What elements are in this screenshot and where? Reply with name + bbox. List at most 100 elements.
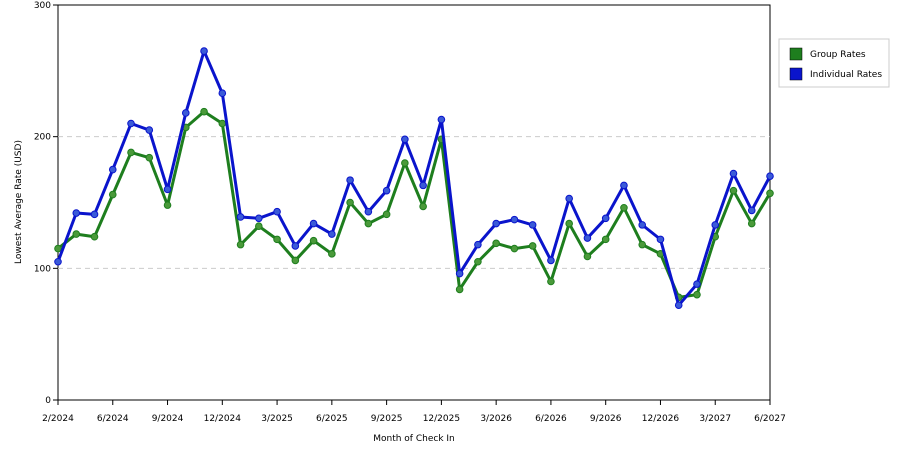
y-axis-label: Lowest Average Rate (USD) (14, 140, 24, 264)
point (346, 198, 354, 207)
x-tick-label: 6/2026 (535, 414, 567, 424)
point (401, 159, 409, 167)
point (236, 213, 245, 221)
x-tick-label: 12/2025 (423, 414, 460, 424)
point (583, 252, 592, 261)
point (510, 215, 519, 224)
point (693, 280, 701, 288)
point (54, 244, 62, 253)
point (528, 221, 537, 229)
x-tick-label: 3/2027 (699, 414, 731, 424)
point (309, 236, 318, 245)
point (656, 235, 665, 244)
point (510, 244, 519, 253)
point (547, 277, 555, 286)
point (273, 207, 281, 216)
x-tick-label: 3/2026 (480, 414, 512, 424)
point (474, 240, 482, 249)
point (255, 214, 263, 223)
x-tick-label: 9/2026 (590, 414, 622, 424)
point (528, 242, 537, 250)
point (364, 219, 373, 228)
point (492, 239, 500, 248)
point (163, 201, 172, 209)
point (163, 185, 172, 194)
point (90, 210, 99, 219)
point (236, 240, 245, 249)
point (547, 256, 555, 265)
point (364, 207, 373, 216)
point (328, 250, 336, 258)
point (766, 172, 774, 180)
legend-swatch (789, 47, 803, 61)
y-tick-label: 100 (34, 264, 51, 274)
point (565, 219, 573, 228)
point (200, 47, 208, 55)
point (382, 210, 391, 219)
point (145, 126, 154, 134)
point (729, 169, 738, 178)
point (255, 222, 263, 230)
point (766, 189, 774, 198)
series-line (56, 49, 772, 307)
x-axis-label: Month of Check In (373, 434, 455, 444)
point (181, 109, 190, 117)
y-tick-label: 200 (34, 133, 51, 143)
x-tick-label: 12/2024 (204, 414, 242, 424)
y-tick-label: 0 (45, 396, 51, 406)
point (674, 301, 683, 310)
point (455, 285, 464, 294)
point (291, 242, 300, 250)
point (328, 230, 336, 238)
point (638, 240, 647, 249)
point (693, 290, 701, 299)
point (401, 135, 409, 144)
point (583, 234, 592, 242)
point (72, 209, 81, 217)
x-tick-label: 6/2024 (97, 414, 129, 424)
point (200, 107, 208, 116)
legend-swatch (789, 67, 803, 81)
point (291, 256, 300, 265)
legend-label: Group Rates (810, 50, 866, 60)
point (638, 221, 647, 229)
point (419, 202, 427, 211)
y-tick-label: 300 (34, 1, 51, 11)
point (108, 190, 117, 199)
point (437, 115, 446, 124)
point (747, 219, 756, 228)
x-tick-label: 6/2027 (754, 414, 786, 424)
point (565, 194, 573, 203)
point (455, 269, 464, 278)
point (474, 257, 482, 266)
x-tick-label: 9/2025 (371, 414, 403, 424)
point (309, 219, 318, 228)
point (601, 235, 610, 244)
point (419, 181, 427, 190)
point (127, 119, 135, 128)
point (145, 153, 154, 162)
point (346, 176, 354, 184)
point (90, 232, 99, 241)
legend-label: Individual Rates (810, 70, 882, 80)
point (620, 203, 628, 212)
point (601, 214, 610, 223)
point (747, 206, 756, 215)
x-tick-label: 12/2026 (642, 414, 680, 424)
point (54, 257, 62, 266)
point (218, 119, 227, 128)
point (620, 181, 628, 190)
point (218, 89, 227, 98)
point (127, 148, 135, 157)
series-line (57, 110, 772, 299)
x-tick-label: 6/2025 (316, 414, 348, 424)
point (492, 219, 500, 228)
plot-frame (57, 4, 771, 401)
point (72, 230, 81, 238)
point (382, 186, 391, 195)
x-tick-label: 2/2024 (42, 414, 74, 424)
x-tick-label: 9/2024 (152, 414, 184, 424)
point (729, 186, 738, 195)
point (711, 221, 720, 229)
